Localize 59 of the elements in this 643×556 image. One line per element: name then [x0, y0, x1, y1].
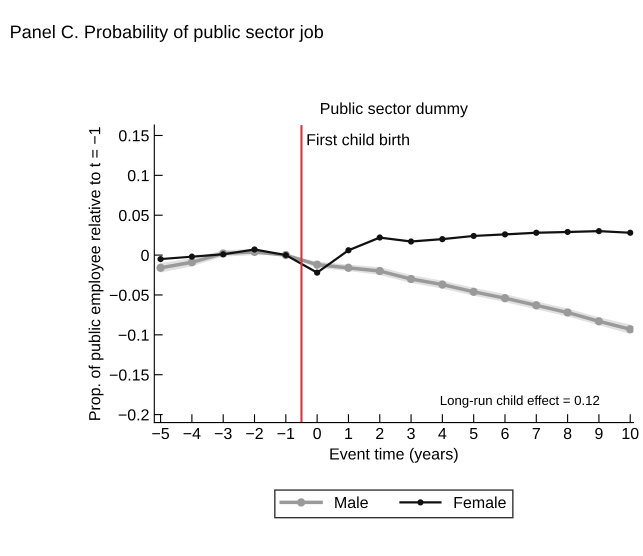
point	[345, 247, 352, 254]
x-tick-label: 0	[313, 428, 321, 440]
point	[376, 266, 384, 276]
y-tick-label: 0.15	[119, 130, 149, 142]
x-tick-label: −5	[152, 428, 170, 440]
ref-line-label: First child birth	[307, 134, 409, 146]
y-tick-label: −0.05	[110, 290, 149, 301]
chart-subtitle: Public sector dummy	[321, 102, 468, 118]
point	[156, 264, 165, 272]
point	[564, 228, 571, 236]
point	[314, 270, 320, 276]
point	[439, 236, 446, 242]
y-tick-label: 0.1	[128, 170, 149, 182]
x-tick-label: 9	[595, 428, 603, 440]
y-tick-label: 0.05	[119, 210, 149, 222]
point	[627, 230, 634, 236]
legend-label: Male	[335, 496, 368, 508]
point	[408, 238, 414, 245]
point	[312, 260, 322, 269]
x-tick-label: 4	[438, 428, 446, 439]
point	[594, 317, 604, 326]
x-tick-label: −3	[214, 428, 232, 440]
x-axis-title: Event time (years)	[330, 448, 458, 463]
x-tick-label: 7	[532, 428, 540, 439]
point	[502, 231, 508, 238]
point	[438, 280, 447, 289]
x-tick-label: 10	[622, 428, 638, 440]
x-tick-label: 5	[470, 428, 478, 440]
point	[251, 246, 258, 253]
x-tick-label: 6	[501, 428, 509, 440]
point	[188, 254, 196, 260]
x-tick-label: −4	[184, 428, 201, 439]
point	[157, 256, 164, 262]
x-tick-label: 1	[345, 428, 352, 439]
point	[344, 264, 353, 272]
chart-title: Panel C. Probability of public sector job	[11, 25, 324, 42]
x-tick-label: 8	[564, 428, 572, 440]
y-tick-label: 0	[141, 250, 149, 262]
legend-label: Female	[454, 496, 506, 508]
x-tick-label: −2	[246, 428, 263, 439]
x-tick-label: 3	[407, 428, 415, 440]
point	[532, 301, 540, 310]
point	[376, 234, 383, 241]
point	[626, 325, 634, 334]
point	[406, 274, 416, 284]
point	[500, 294, 510, 302]
point	[470, 288, 478, 296]
y-tick-label: −0.2	[118, 409, 149, 421]
y-tick-label: −0.1	[118, 329, 149, 341]
x-tick-label: 2	[376, 428, 384, 439]
point	[563, 308, 572, 317]
point	[188, 258, 196, 266]
point	[533, 230, 540, 236]
y-axis-title: Prop. of public employee relative to t = −1	[88, 127, 104, 420]
x-tick-label: −1	[278, 428, 294, 439]
point	[470, 232, 477, 240]
annotation: Long-run child effect = 0.12	[440, 395, 600, 408]
y-tick-label: −0.15	[110, 369, 149, 381]
point	[596, 228, 602, 234]
